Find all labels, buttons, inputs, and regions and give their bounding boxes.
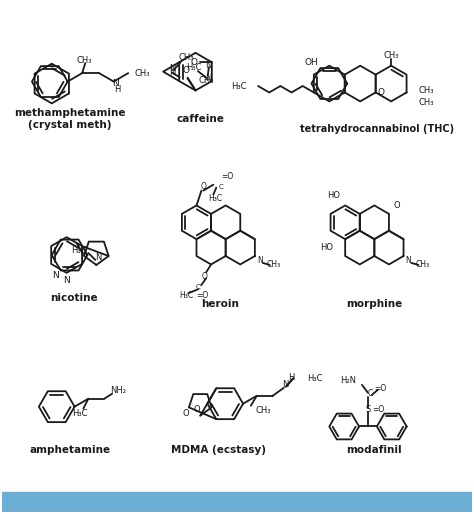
Text: N: N [205, 74, 211, 83]
Text: O: O [393, 201, 400, 210]
Text: HO: HO [327, 191, 340, 200]
Text: CH₃: CH₃ [267, 261, 281, 269]
Text: OH: OH [305, 58, 319, 67]
Text: (crystal meth): (crystal meth) [28, 120, 111, 130]
Text: H₂N: H₂N [340, 376, 356, 386]
Text: CH₃: CH₃ [76, 56, 92, 65]
Text: N: N [205, 61, 211, 70]
Text: =O: =O [372, 405, 384, 414]
Text: O: O [194, 405, 201, 414]
Text: S: S [365, 405, 371, 414]
Text: N: N [95, 252, 101, 262]
Text: MDMA (ecstasy): MDMA (ecstasy) [171, 445, 266, 455]
Text: CH₃: CH₃ [179, 52, 194, 62]
Text: H₃C: H₃C [179, 290, 193, 300]
Text: N: N [112, 79, 118, 88]
Text: amphetamine: amphetamine [29, 445, 110, 455]
Text: H₃C: H₃C [307, 374, 323, 383]
Text: nicotine: nicotine [50, 292, 97, 303]
Text: CH₃: CH₃ [255, 406, 271, 415]
Text: CH₃: CH₃ [419, 86, 434, 95]
Text: N: N [406, 256, 411, 265]
Text: modafinil: modafinil [346, 445, 402, 455]
Text: N: N [170, 68, 176, 77]
Text: 191111769  Molekuul: 191111769 Molekuul [347, 501, 430, 510]
Text: N: N [257, 256, 263, 265]
Text: H₃C: H₃C [231, 82, 246, 90]
Text: O: O [191, 58, 198, 67]
Text: caffeine: caffeine [176, 114, 224, 124]
Text: H₃C: H₃C [73, 409, 88, 418]
Text: H: H [114, 85, 121, 94]
Text: NH₂: NH₂ [110, 387, 126, 395]
Text: O: O [182, 66, 189, 75]
Text: N: N [63, 277, 70, 285]
Text: H₃C: H₃C [186, 63, 202, 71]
Text: morphine: morphine [346, 299, 402, 308]
Text: methamphetamine: methamphetamine [14, 108, 125, 118]
Text: HO: HO [320, 243, 333, 251]
Text: N: N [283, 380, 289, 390]
Text: C: C [367, 389, 373, 398]
Text: =O: =O [221, 172, 233, 181]
Text: O: O [201, 182, 206, 191]
Text: dreamstime.com: dreamstime.com [49, 501, 134, 510]
Text: H₃C: H₃C [208, 194, 222, 203]
Text: O: O [201, 272, 207, 281]
Text: =O: =O [374, 384, 386, 393]
Text: tetrahydrocannabinol (THC): tetrahydrocannabinol (THC) [300, 124, 454, 134]
Text: O: O [182, 409, 189, 418]
Text: heroin: heroin [201, 299, 239, 308]
Text: CH₃: CH₃ [415, 261, 429, 269]
Text: O: O [377, 88, 384, 97]
Text: CH₃: CH₃ [135, 69, 150, 78]
Text: N: N [52, 271, 59, 280]
Text: CH₃: CH₃ [383, 51, 399, 60]
Text: CH₃: CH₃ [198, 76, 214, 85]
Text: H: H [289, 374, 295, 382]
Bar [2, 492, 472, 512]
Text: H₃C: H₃C [71, 246, 86, 254]
Text: CH₃: CH₃ [419, 98, 434, 107]
Text: N: N [170, 64, 176, 74]
Text: C: C [196, 284, 201, 290]
Text: =O: =O [196, 290, 208, 300]
Text: C: C [219, 183, 224, 190]
